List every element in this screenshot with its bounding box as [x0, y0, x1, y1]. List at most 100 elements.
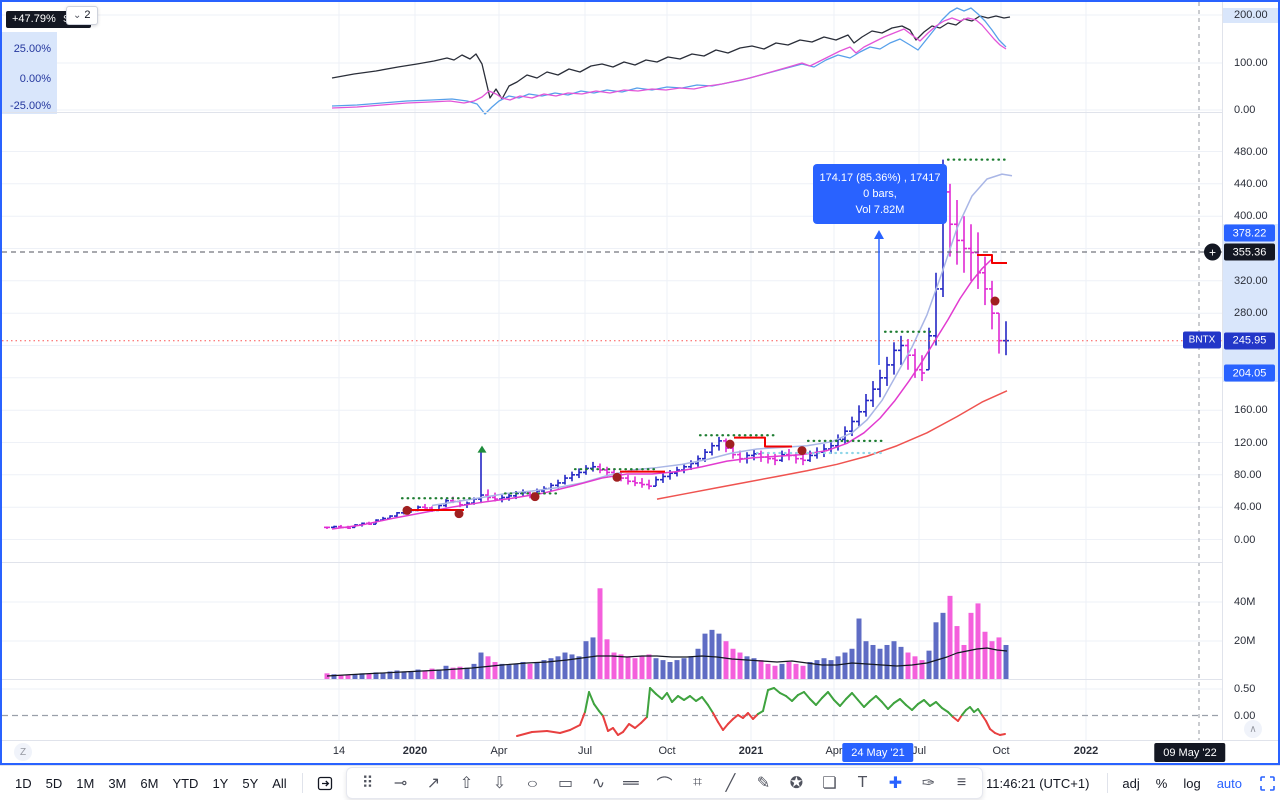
time-tick: 14	[332, 745, 346, 757]
price-axis-label: 40.00	[1234, 501, 1262, 514]
auto-scale-button[interactable]: auto	[1216, 775, 1242, 791]
timeframe-5y[interactable]: 5Y	[235, 771, 265, 796]
price-axis-label: 40M	[1234, 596, 1256, 608]
price-axis-label: 160.00	[1234, 404, 1268, 417]
pen-tool-icon[interactable]: ✑	[921, 775, 936, 792]
price-axis-label: 0.00	[1234, 104, 1256, 116]
timeframe-ytd[interactable]: YTD	[165, 771, 205, 796]
scale-controls: adj% log auto	[1116, 772, 1248, 795]
toolbar-divider	[301, 773, 303, 793]
symbol-price-flag: BNTX	[1183, 331, 1221, 349]
price-axis-label: 120.00	[1234, 436, 1268, 449]
bottom-toolbar: 1D 5D 1M 3M 6M YTD 1Y 5Y All ⠿ ⊸ ↗ ⇧ ⇩ ○ ▭ ∿ ∥ ⌒ ⌗ ╱ ✎ ✪ ❏ T ✚ ✑ ≡…	[0, 765, 1280, 800]
curve-tool-icon[interactable]: ⌒	[656, 777, 673, 794]
fullscreen-button[interactable]	[1254, 770, 1280, 796]
change-percent-badge: +47.79%	[6, 11, 62, 28]
panel-separator[interactable]	[2, 112, 1278, 113]
price-axis-label: 0.00	[1234, 533, 1256, 546]
measure-tooltip-line2: 0 bars,	[863, 188, 897, 200]
price-axis[interactable]: ∧ 200.00 100.00 0.00 480.00 440.00 400.00 320.…	[1222, 2, 1278, 740]
percent-scale-button[interactable]: %	[1155, 775, 1168, 791]
time-tick: Jul	[577, 745, 593, 757]
measure-tooltip-line1: 174.17 (85.36%) , 17417	[819, 172, 941, 184]
brush-tool-icon[interactable]: ✎	[756, 775, 771, 792]
price-badge-measure-low: 204.05	[1224, 364, 1275, 382]
parallel-channel-icon[interactable]: ∥	[622, 779, 640, 787]
timeframe-1d[interactable]: 1D	[8, 771, 39, 796]
trend-arrow-icon[interactable]: ↗	[426, 775, 441, 792]
timezone-button[interactable]: Z	[14, 743, 32, 761]
price-axis-label: 80.00	[1234, 468, 1262, 481]
fullscreen-icon	[1259, 775, 1275, 791]
time-tick: Apr	[825, 745, 843, 757]
timeframe-3m[interactable]: 3M	[101, 771, 133, 796]
multi-hline-icon[interactable]: ≡	[956, 774, 967, 791]
arrow-down-icon[interactable]: ⇩	[492, 775, 507, 792]
time-tick: Oct	[658, 745, 676, 757]
adjust-data-button[interactable]: adj	[1122, 775, 1140, 791]
arrow-up-icon[interactable]: ⇧	[459, 775, 474, 792]
trend-line-icon[interactable]: ╱	[725, 775, 736, 792]
crosshair-plus-icon[interactable]: +	[1204, 243, 1221, 261]
crosshair-tool-icon[interactable]: ✚	[888, 775, 903, 792]
time-tick: Oct	[992, 745, 1010, 757]
ellipse-tool-icon[interactable]: ○	[526, 775, 539, 791]
time-axis[interactable]: Z 14 2020 Apr Jul Oct 2021 Apr Jul Oct 2022 24 May…	[2, 740, 1278, 763]
go-to-date-icon	[317, 776, 332, 791]
bars-pattern-icon[interactable]: ⌗	[692, 774, 702, 791]
price-badge-measure-high: 378.22	[1224, 224, 1275, 242]
callout-tool-icon[interactable]: ❏	[822, 775, 837, 792]
toolbar-divider	[1107, 773, 1109, 793]
rectangle-tool-icon[interactable]: ▭	[557, 775, 574, 792]
measure-tooltip-line3: Vol 7.82M	[855, 204, 905, 216]
text-tool-icon[interactable]: T	[857, 774, 868, 791]
price-axis-label: 0.00	[1234, 709, 1256, 722]
horizontal-ray-icon[interactable]: ⊸	[393, 775, 408, 792]
price-axis-label: 440.00	[1234, 177, 1268, 190]
scroll-up-button[interactable]: ∧	[1244, 720, 1262, 738]
time-badge-crosshair: 09 May '22	[1154, 743, 1226, 762]
axis-range-highlight	[1223, 8, 1278, 23]
timeframe-1y[interactable]: 1Y	[205, 771, 235, 796]
panel-separator[interactable]	[2, 679, 1278, 680]
time-tick: 2021	[738, 745, 764, 757]
price-axis-label: 320.00	[1234, 274, 1268, 287]
measure-tooltip: 174.17 (85.36%) , 17417 0 bars, Vol 7.82…	[813, 164, 947, 224]
price-badge-crosshair: 355.36	[1224, 243, 1275, 261]
left-percent-axis[interactable]: 25.00% 0.00% -25.00%	[2, 32, 57, 114]
drawing-toolbar: ⠿ ⊸ ↗ ⇧ ⇩ ○ ▭ ∿ ∥ ⌒ ⌗ ╱ ✎ ✪ ❏ T ✚ ✑ ≡	[346, 767, 983, 799]
timeframe-1m[interactable]: 1M	[69, 771, 101, 796]
price-axis-label: 100.00	[1234, 57, 1268, 69]
time-tick: 2022	[1073, 745, 1099, 757]
price-axis-label: 0.50	[1234, 683, 1256, 695]
percent-axis-label: -25.00%	[10, 100, 51, 112]
log-scale-button[interactable]: log	[1183, 775, 1201, 791]
price-badge-last: 245.95	[1224, 332, 1275, 350]
star-tool-icon[interactable]: ✪	[789, 775, 804, 792]
timeframe-6m[interactable]: 6M	[133, 771, 165, 796]
price-axis-label: 20M	[1234, 635, 1256, 647]
compare-count: 2	[84, 9, 91, 21]
go-to-date-button[interactable]	[311, 771, 339, 795]
price-axis-label: 280.00	[1234, 307, 1268, 320]
polyline-tool-icon[interactable]: ∿	[591, 775, 606, 792]
percent-axis-label: 0.00%	[19, 73, 51, 85]
chart-container: 25.00%0.00%-25.00% +47.79% SPY ⌄ 2 174.1…	[0, 0, 1280, 765]
compare-dropdown[interactable]: ⌄ 2	[66, 6, 98, 25]
chevron-down-icon: ⌄	[73, 10, 82, 21]
percent-axis-label: 25.00%	[13, 43, 51, 55]
time-badge-selected-bar: 24 May '21	[842, 743, 914, 762]
timeframe-5d[interactable]: 5D	[39, 771, 70, 796]
panel-separator[interactable]	[2, 562, 1278, 563]
timeframe-all[interactable]: All	[265, 771, 293, 796]
time-tick: 2020	[402, 745, 428, 757]
chart-plot-area[interactable]	[2, 2, 1222, 740]
clock-group: 11:46:21 (UTC+1) adj% log auto	[986, 770, 1280, 796]
price-axis-label: 400.00	[1234, 210, 1268, 223]
session-clock[interactable]: 11:46:21 (UTC+1)	[985, 775, 1090, 791]
chart-canvas[interactable]	[2, 2, 1222, 740]
time-tick: Jul	[911, 745, 927, 757]
time-tick: Apr	[490, 745, 508, 757]
price-axis-label: 480.00	[1234, 145, 1268, 158]
price-axis-label: 200.00	[1234, 9, 1268, 21]
